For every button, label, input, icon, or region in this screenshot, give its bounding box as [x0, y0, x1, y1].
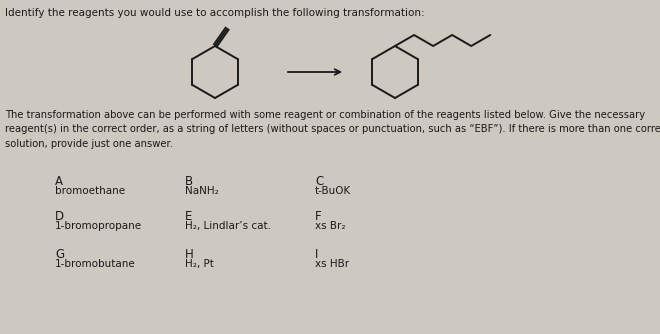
Text: 1-bromopropane: 1-bromopropane	[55, 221, 142, 231]
Text: xs HBr: xs HBr	[315, 259, 349, 269]
Text: A: A	[55, 175, 63, 188]
Text: 1-bromobutane: 1-bromobutane	[55, 259, 136, 269]
Text: Identify the reagents you would use to accomplish the following transformation:: Identify the reagents you would use to a…	[5, 8, 424, 18]
Text: G: G	[55, 248, 64, 261]
Text: C: C	[315, 175, 323, 188]
Text: t-BuOK: t-BuOK	[315, 186, 351, 196]
Text: I: I	[315, 248, 318, 261]
Text: H₂, Lindlar’s cat.: H₂, Lindlar’s cat.	[185, 221, 271, 231]
Text: The transformation above can be performed with some reagent or combination of th: The transformation above can be performe…	[5, 110, 660, 149]
Text: E: E	[185, 210, 192, 223]
Text: F: F	[315, 210, 321, 223]
Text: NaNH₂: NaNH₂	[185, 186, 218, 196]
Text: H₂, Pt: H₂, Pt	[185, 259, 214, 269]
Text: B: B	[185, 175, 193, 188]
Text: D: D	[55, 210, 64, 223]
Text: H: H	[185, 248, 194, 261]
Text: bromoethane: bromoethane	[55, 186, 125, 196]
Text: xs Br₂: xs Br₂	[315, 221, 345, 231]
